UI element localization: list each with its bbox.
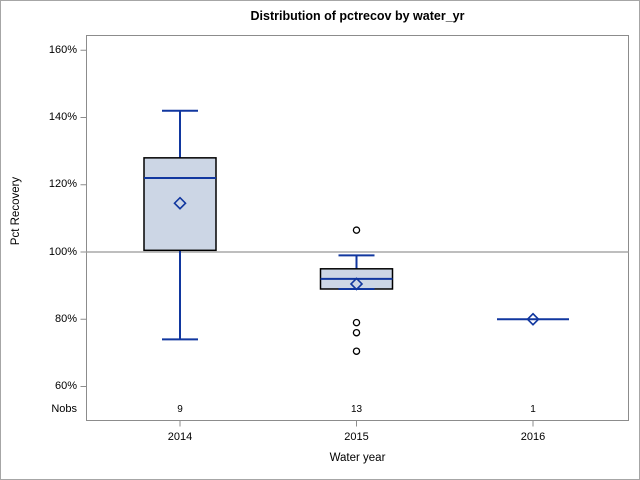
nobs-value-2014: 9	[177, 404, 183, 415]
nobs-value-2016: 1	[530, 404, 536, 415]
y-tick-label: 100%	[48, 245, 77, 258]
chart-title: Distribution of pctrecov by water_yr	[250, 9, 465, 23]
plot-frame	[86, 35, 629, 421]
iqr-box-2014	[143, 157, 217, 252]
x-tick-label-2016: 2016	[520, 431, 546, 443]
y-tick-label: 140%	[48, 111, 77, 123]
y-tick-label: 80%	[54, 312, 77, 325]
outlier-point-2015	[352, 226, 361, 234]
y-tick-label: 60%	[54, 380, 77, 392]
mean-diamond-2015	[349, 277, 364, 291]
x-axis-title: Water year	[329, 452, 386, 464]
outlier-point-2015	[352, 318, 361, 327]
nobs-value-2015: 13	[350, 404, 363, 415]
outlier-point-2015	[352, 347, 361, 355]
mean-diamond-2016	[526, 312, 540, 326]
nobs-row-label: Nobs	[51, 403, 77, 415]
outlier-point-2015	[352, 328, 361, 337]
y-tick-label: 120%	[48, 178, 77, 191]
mean-diamond-2014	[173, 196, 187, 210]
y-tick-label: 160%	[48, 43, 77, 56]
x-tick-label-2015: 2015	[344, 431, 369, 443]
x-tick-label-2014: 2014	[167, 431, 193, 443]
